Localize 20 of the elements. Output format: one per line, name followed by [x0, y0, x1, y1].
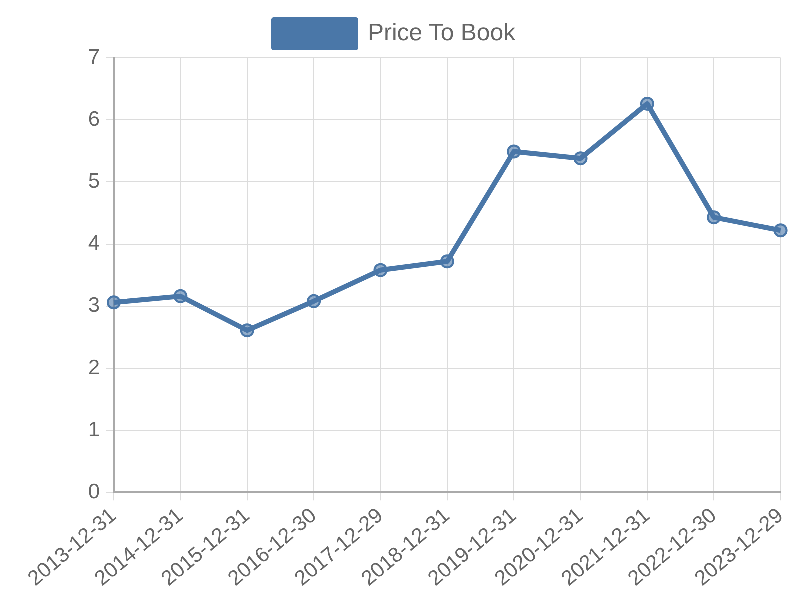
point — [240, 324, 254, 338]
y-tick-label: 7 — [88, 46, 100, 69]
y-tick-label: 1 — [88, 418, 100, 442]
point — [507, 144, 522, 159]
y-tick-label: 3 — [88, 294, 100, 318]
point — [307, 294, 322, 308]
point — [440, 254, 454, 269]
y-tick-label: 0 — [88, 480, 100, 504]
legend-label: Price To Book — [368, 20, 517, 47]
point — [707, 210, 722, 225]
point — [107, 296, 121, 310]
point — [174, 289, 188, 304]
point — [374, 263, 388, 278]
point — [574, 152, 588, 166]
y-tick-label: 6 — [88, 108, 100, 131]
point — [640, 96, 654, 111]
y-tick-label: 4 — [88, 232, 100, 256]
y-tick-label: 2 — [88, 356, 100, 380]
y-tick-label: 5 — [88, 170, 100, 193]
point — [774, 224, 788, 238]
